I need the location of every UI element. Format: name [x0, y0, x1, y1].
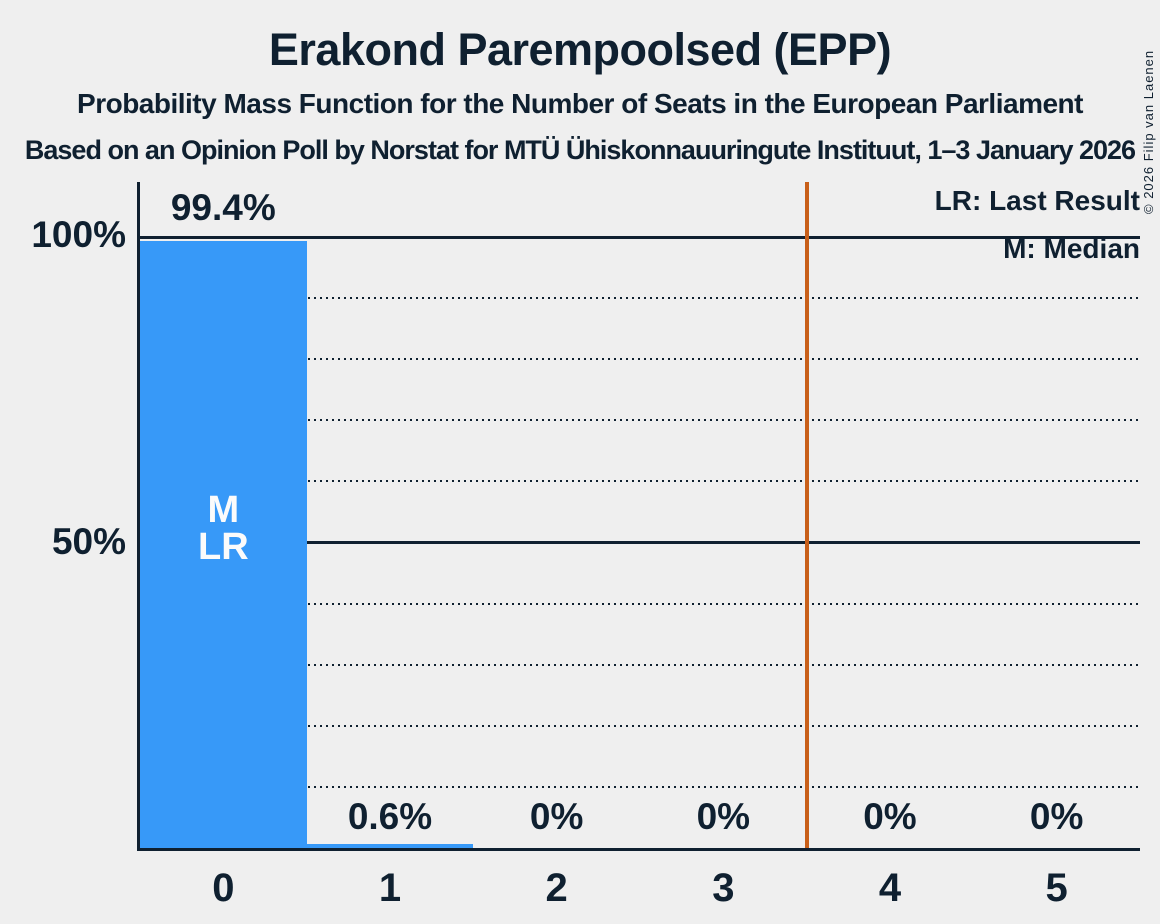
- gridline-dotted-80pct: [140, 358, 1140, 361]
- bar-value-label-2: 0%: [529, 796, 584, 837]
- median-marker-label: M: [207, 489, 240, 531]
- y-axis-line: [137, 182, 140, 851]
- gridline-dotted-10pct: [140, 785, 1140, 788]
- gridline-dotted-90pct: [140, 297, 1140, 300]
- x-tick-label-1: 1: [378, 866, 402, 910]
- x-tick-label-5: 5: [1045, 866, 1068, 910]
- gridline-dotted-70pct: [140, 419, 1140, 422]
- x-tick-label-4: 4: [878, 866, 902, 910]
- bar-seats-0: [140, 240, 307, 848]
- bar-marker-labels: M LR: [140, 489, 307, 568]
- bar-value-label-4: 0%: [863, 796, 917, 837]
- gridline-solid-50pct: [140, 541, 1140, 544]
- bar-value-label-1: 0.6%: [347, 796, 433, 837]
- plot-area: LR: Last Result M: Median 99.4% 0.6% 0% 0% 0…: [137, 182, 1140, 851]
- last-result-threshold-line: [804, 182, 809, 848]
- bar-seats-1: [306, 844, 474, 848]
- gridline-dotted-30pct: [140, 663, 1140, 666]
- legend-last-result: LR: Last Result: [934, 185, 1140, 216]
- copyright-notice: © 2026 Filip van Laenen: [1141, 49, 1156, 214]
- y-axis-tick-50: 50%: [51, 521, 126, 562]
- chart-title: Erakond Parempoolsed (EPP): [268, 24, 892, 75]
- bar-value-label-0: 99.4%: [170, 186, 276, 228]
- bar-value-label-5: 0%: [1029, 796, 1084, 837]
- gridline-dotted-60pct: [140, 480, 1140, 483]
- poll-source-line: Based on an Opinion Poll by Norstat for …: [24, 135, 1136, 165]
- x-tick-label-0: 0: [212, 866, 235, 910]
- x-axis-labels: 0 1 2 3 4 5: [140, 868, 1140, 914]
- gridline-dotted-20pct: [140, 724, 1140, 727]
- y-axis-tick-100: 100%: [31, 214, 126, 255]
- chart-subtitle: Probability Mass Function for the Number…: [77, 88, 1083, 119]
- x-axis-line: [137, 848, 1140, 851]
- x-tick-label-2: 2: [545, 866, 568, 910]
- x-tick-label-3: 3: [712, 866, 735, 910]
- bar-value-label-3: 0%: [696, 796, 751, 837]
- gridline-dotted-40pct: [140, 602, 1140, 605]
- last-result-marker-label: LR: [198, 526, 249, 568]
- gridline-solid-100pct: [140, 235, 1140, 239]
